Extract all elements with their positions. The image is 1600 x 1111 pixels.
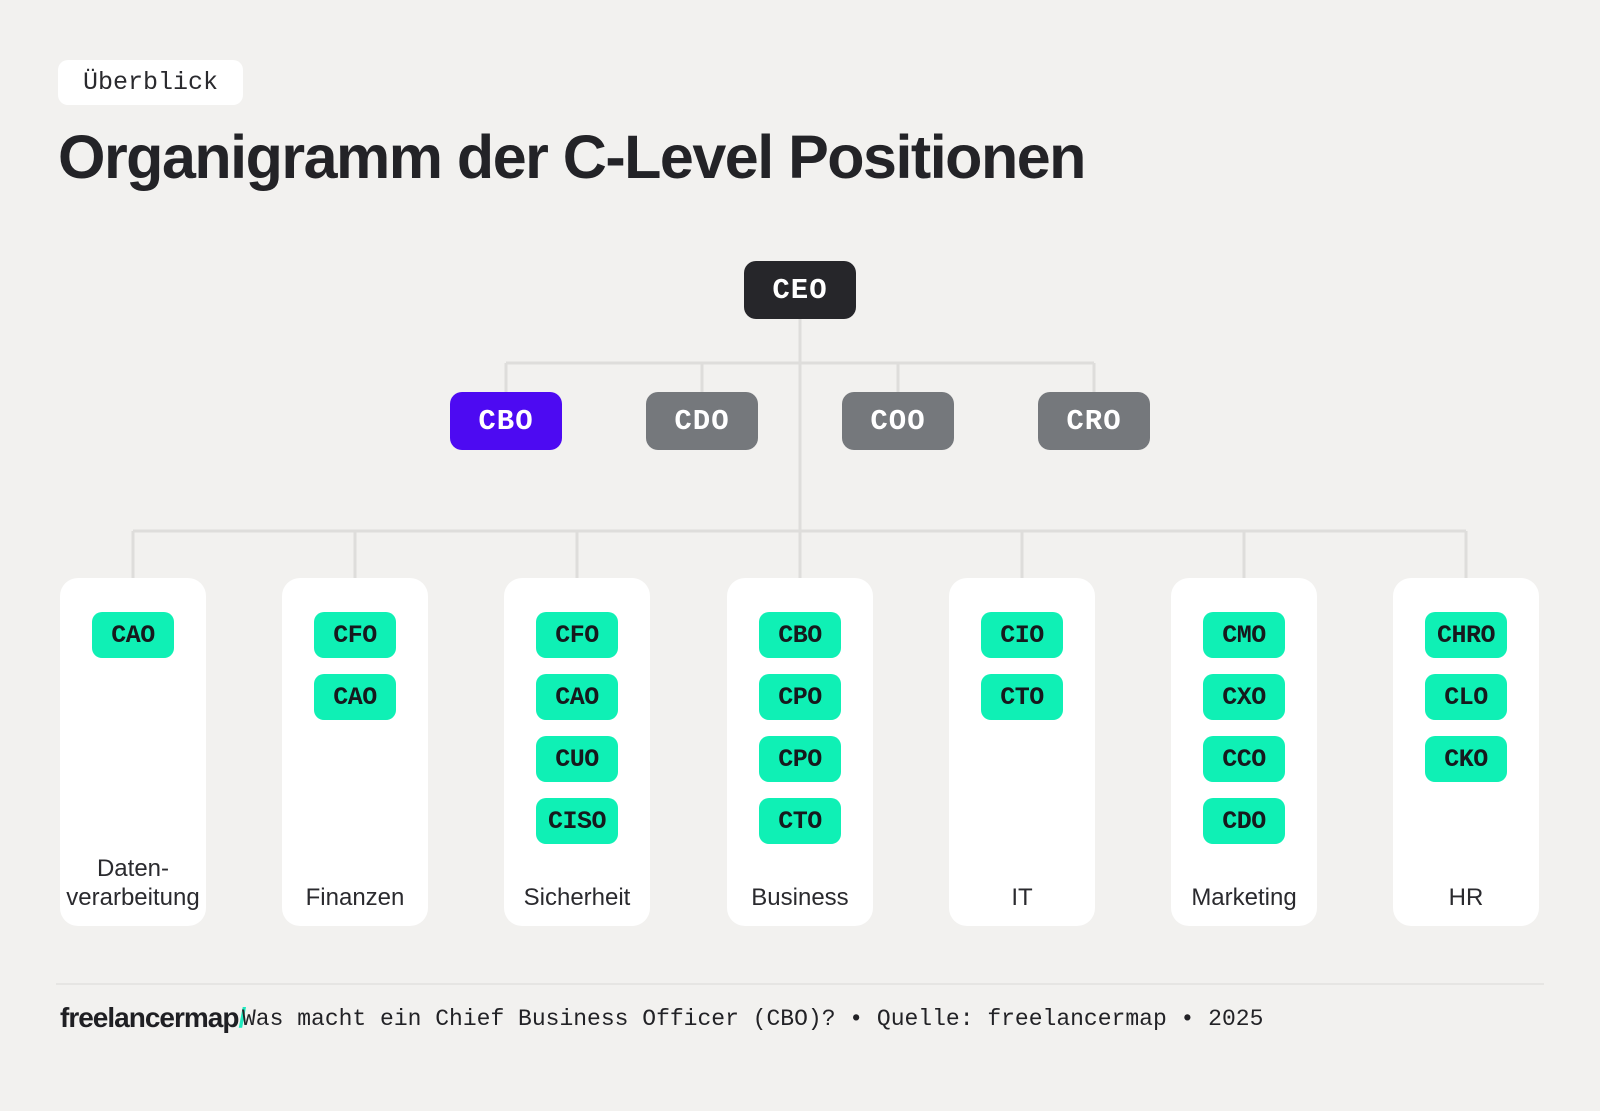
freelancermap-logo-slash: / <box>238 1002 246 1033</box>
role-pill: CPO <box>759 674 841 720</box>
role-pill: CUO <box>536 736 618 782</box>
page-title: Organigramm der C-Level Positionen <box>58 123 1086 191</box>
org-node-coo: COO <box>842 392 954 450</box>
role-pill: CHRO <box>1425 612 1507 658</box>
org-node-ceo-label: CEO <box>772 273 828 307</box>
role-pill: CTO <box>759 798 841 844</box>
role-pill-list: CIO CTO <box>949 578 1095 720</box>
role-pill-list: CHRO CLO CKO <box>1393 578 1539 782</box>
freelancermap-logo: freelancermap/ <box>60 1002 246 1034</box>
dept-card-datenverarbeitung: CAO Daten- verarbeitung <box>60 578 206 926</box>
role-pill: CXO <box>1203 674 1285 720</box>
role-pill: CAO <box>536 674 618 720</box>
org-node-cbo-label: CBO <box>478 404 534 438</box>
footer-divider <box>56 983 1544 985</box>
org-node-cbo: CBO <box>450 392 562 450</box>
org-node-cdo-label: CDO <box>674 404 730 438</box>
dept-label: IT <box>1011 883 1033 911</box>
dept-card-finanzen: CFO CAO Finanzen <box>282 578 428 926</box>
role-pill: CFO <box>314 612 396 658</box>
role-pill-list: CAO <box>60 578 206 658</box>
org-node-cdo: CDO <box>646 392 758 450</box>
role-pill: CAO <box>92 612 174 658</box>
role-pill: CLO <box>1425 674 1507 720</box>
dept-label: Business <box>751 883 849 911</box>
role-pill: CCO <box>1203 736 1285 782</box>
role-pill: CIO <box>981 612 1063 658</box>
overview-badge: Überblick <box>58 60 244 105</box>
dept-card-sicherheit: CFO CAO CUO CISO Sicherheit <box>504 578 650 926</box>
dept-label: Finanzen <box>305 883 405 911</box>
role-pill: CFO <box>536 612 618 658</box>
dept-label: Sicherheit <box>523 883 631 911</box>
org-node-coo-label: COO <box>870 404 926 438</box>
role-pill: CPO <box>759 736 841 782</box>
org-node-ceo: CEO <box>744 261 856 319</box>
dept-card-hr: CHRO CLO CKO HR <box>1393 578 1539 926</box>
role-pill: CBO <box>759 612 841 658</box>
role-pill-list: CFO CAO CUO CISO <box>504 578 650 844</box>
dept-card-business: CBO CPO CPO CTO Business <box>727 578 873 926</box>
role-pill: CISO <box>536 798 618 844</box>
footer-caption: Was macht ein Chief Business Officer (CB… <box>242 1006 1264 1032</box>
role-pill: CDO <box>1203 798 1285 844</box>
dept-card-it: CIO CTO IT <box>949 578 1095 926</box>
freelancermap-logo-text: freelancermap <box>60 1002 239 1033</box>
role-pill-list: CFO CAO <box>282 578 428 720</box>
dept-label: HR <box>1448 883 1484 911</box>
overview-badge-label: Überblick <box>83 68 219 97</box>
role-pill: CAO <box>314 674 396 720</box>
org-node-cro: CRO <box>1038 392 1150 450</box>
role-pill: CMO <box>1203 612 1285 658</box>
dept-label: Marketing <box>1191 883 1297 911</box>
role-pill-list: CBO CPO CPO CTO <box>727 578 873 844</box>
org-node-cro-label: CRO <box>1066 404 1122 438</box>
dept-card-marketing: CMO CXO CCO CDO Marketing <box>1171 578 1317 926</box>
role-pill: CKO <box>1425 736 1507 782</box>
role-pill: CTO <box>981 674 1063 720</box>
dept-label: Daten- verarbeitung <box>66 855 200 911</box>
role-pill-list: CMO CXO CCO CDO <box>1171 578 1317 844</box>
